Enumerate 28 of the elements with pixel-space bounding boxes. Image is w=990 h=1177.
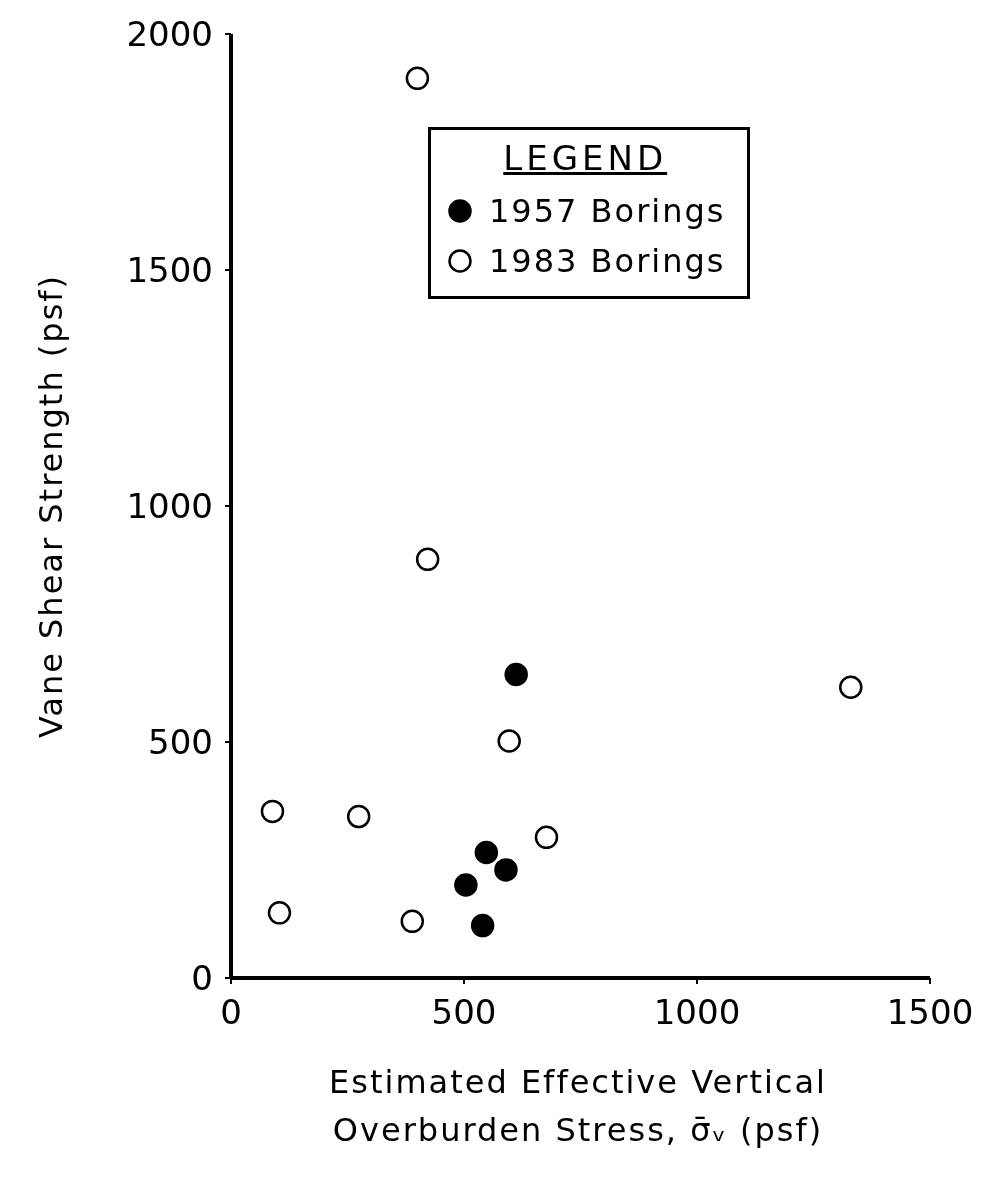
y-tick-label: 0 bbox=[191, 958, 213, 999]
point bbox=[267, 901, 292, 925]
point bbox=[839, 675, 863, 699]
legend-label: 1957 Borings bbox=[489, 191, 726, 232]
legend-title: LEGEND bbox=[502, 138, 669, 178]
point bbox=[497, 729, 521, 753]
y-axis-title: Vane Shear Strength (psf) bbox=[32, 273, 71, 739]
y-tick-label: 1500 bbox=[126, 250, 213, 291]
x-tick-label: 1500 bbox=[886, 992, 974, 1033]
legend-label: 1983 Borings bbox=[489, 241, 726, 282]
x-tick-label: 1000 bbox=[653, 992, 741, 1033]
point bbox=[405, 66, 430, 91]
x-axis-title: Estimated Effective Vertical Overburden Stress, σ̄ᵥ (psf) bbox=[328, 1062, 828, 1151]
point bbox=[415, 547, 440, 572]
point bbox=[400, 909, 425, 934]
point bbox=[346, 804, 371, 829]
point bbox=[504, 662, 528, 687]
y-tick-label: 2000 bbox=[126, 14, 213, 55]
point bbox=[454, 873, 478, 897]
point bbox=[474, 840, 499, 865]
x-tick-label: 500 bbox=[431, 992, 497, 1033]
y-tick-label: 500 bbox=[148, 722, 213, 763]
point bbox=[470, 913, 495, 938]
point bbox=[534, 825, 559, 850]
point bbox=[260, 799, 285, 824]
point bbox=[494, 858, 518, 882]
y-tick-label: 1000 bbox=[126, 486, 213, 527]
x-tick-label: 0 bbox=[220, 992, 242, 1033]
